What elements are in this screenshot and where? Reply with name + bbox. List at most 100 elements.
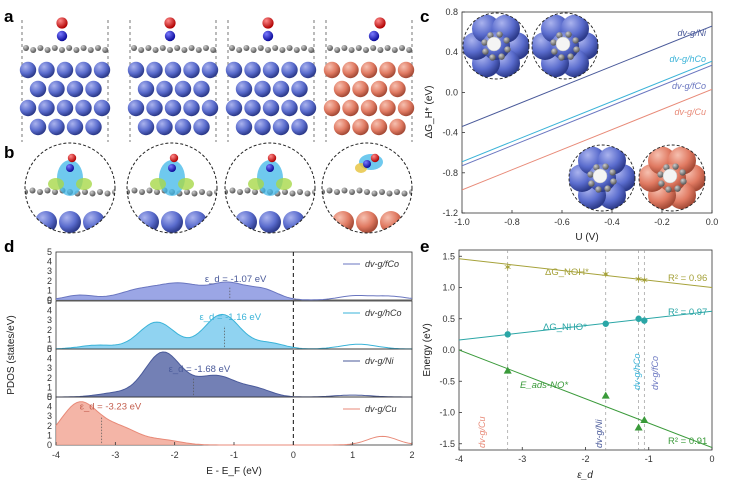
data-point: ✶ [634,274,643,286]
series-line-dv-g/Cu [462,88,712,191]
y-tick-label: 0.4 [445,47,458,57]
metal-atom [48,118,65,136]
carbon-atom [23,45,29,51]
y-tick-label: 5 [47,392,52,402]
panel-e-label-noh: ΔG_NOH* [545,267,589,278]
hydrogen-atom [555,36,571,52]
charge-depletion-lobe [159,160,185,196]
carbon-atom [139,189,145,195]
metal-atom [291,118,308,136]
y-tick-label: 2 [47,373,52,383]
metal-atom [370,80,388,98]
y-tick-label: 4 [47,257,52,267]
carbon-atom [394,189,400,195]
carbon-atom [250,47,257,53]
panel-c-ylabel: ΔG_H* (eV) [424,86,435,139]
metal-atom [75,61,92,79]
y-tick-label: 2 [47,421,52,431]
carbon-atom [131,45,137,51]
panel-label-a: a [4,7,14,26]
metal-atom [29,80,47,98]
panel-e-chart: -4 -3 -2 -1 01.51.00.50.0-0.5-1.0-1.5 ✶✶ ✶✶ E… [422,249,715,481]
data-point [634,423,643,431]
data-point [602,320,609,327]
carbon-atom [279,47,286,53]
charge-density-views [24,142,413,234]
density-view [322,143,412,233]
metal-atom [379,61,396,79]
metal-atom [48,80,65,98]
nitrogen-atom [56,30,68,42]
metal-atom [323,99,341,117]
nitrogen-atom [164,30,176,42]
panel-c-label-fco: dv-g/fCo [672,81,706,91]
metal-atom [389,118,406,136]
metal-atom [193,118,210,136]
carbon-atom [214,189,217,195]
carbon-atom [243,45,250,51]
data-point [641,317,648,324]
x-tick-label: 1 [350,450,355,460]
carbon-atom [377,47,384,53]
carbon-atom [29,187,36,194]
metal-atom [356,211,378,233]
y-tick-label: 4 [47,306,52,316]
y-tick-label: -0.4 [442,128,458,138]
carbon-atom [210,47,217,53]
metal-atom [93,61,111,79]
pdos-curve [56,351,412,398]
carbon-atom [52,189,58,195]
metal-atom [352,118,369,136]
metal-atom [225,61,243,79]
carbon-atom [565,31,572,38]
metal-atom [127,211,135,233]
metal-atom [85,118,102,136]
carbon-atom [610,178,617,185]
carbon-atom [244,187,251,194]
legend-label: dv-g/hCo [365,308,402,318]
metal-atom [19,99,37,117]
metal-atom [174,118,192,136]
metal-atom [38,61,55,79]
carbon-atom [237,189,243,195]
d-band-center-label: ε_d = -1.68 eV [169,364,231,375]
carbon-atom [131,187,138,194]
carbon-atom [363,47,369,53]
carbon-atom [567,53,574,60]
metal-atom [370,118,388,136]
y-tick-label: -1.0 [439,408,455,418]
carbon-atom [66,45,73,51]
inset-outline [462,12,530,80]
panel-e-vlabel-cu: dv-g/Cu [477,416,487,448]
carbon-atom [593,164,600,171]
panel-d-xlabel: E - E_F (eV) [206,466,262,477]
panel-label-e: e [420,237,429,256]
carbon-atom [503,37,510,44]
metal-atom [380,211,402,233]
inset-outline [638,144,706,212]
oxygen-atom [67,153,77,163]
x-tick-label: -1.0 [454,217,470,227]
carbon-atom [89,190,96,197]
adsorption-site-inset [639,145,705,211]
data-point: ✶ [601,269,610,281]
y-tick-label: -1.2 [442,208,458,218]
carbon-atom [386,190,393,197]
carbon-atom [322,189,325,195]
panel-e-vlabel-fco: dv-g/fCo [650,356,660,390]
adsorption-site-inset [532,13,598,79]
metal-atom [193,80,210,98]
carbon-atom [674,185,681,192]
carbon-atom [602,163,609,170]
carbon-atom [80,45,87,51]
y-tick-label: -1.5 [439,439,455,449]
inset-outline [531,12,599,80]
panel-e-xlabel: ε_d [577,470,593,481]
series-line-dv-g/Ni [462,25,712,128]
y-tick-label: 0 [47,440,52,450]
x-tick-label: -4 [52,450,60,460]
x-tick-label: -4 [455,454,463,464]
oxygen-atom [262,17,274,29]
carbon-atom [154,189,160,195]
metal-atom [307,211,315,233]
